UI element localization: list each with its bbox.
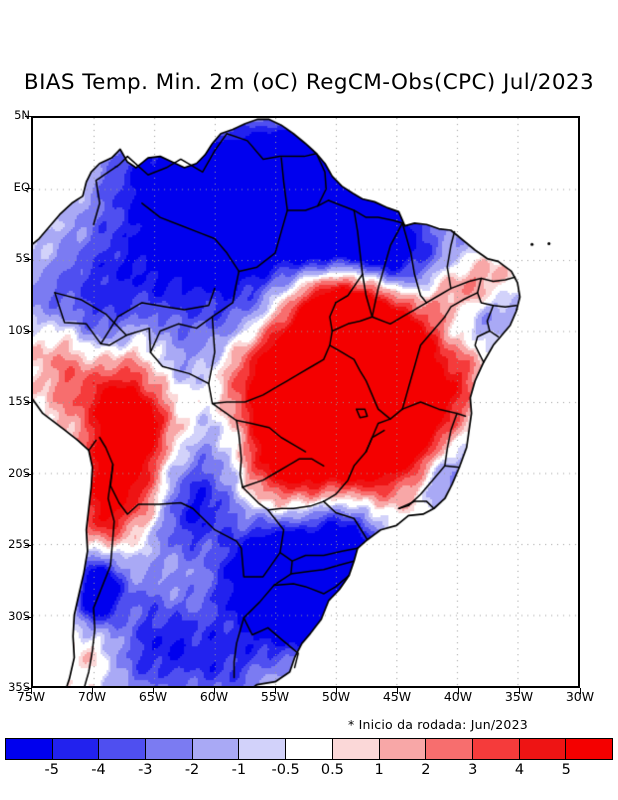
y-tick-mark [25,330,31,332]
colorbar-segment [99,739,147,759]
colorbar-segment [6,739,53,759]
colorbar-tick-label: 0.5 [320,762,344,778]
bias-map-canvas [33,118,578,686]
colorbar-tick-label: 2 [421,762,431,778]
y-tick-mark [25,259,31,260]
colorbar-segment [332,739,380,759]
run-start-note: * Inicio da rodada: Jun/2023 [348,717,528,732]
x-tick-label: 65W [138,689,168,704]
colorbar-tick-label: -0.5 [271,762,300,778]
x-tick-label: 70W [77,689,107,704]
x-tick-label: 75W [16,689,46,704]
x-tick-mark [458,688,459,694]
x-tick-mark [580,688,581,694]
y-tick-mark [25,187,31,189]
colorbar-tick-labels: -5 -4 -3 -2 -1 -0.5 0.5 1 2 3 4 5 [5,761,613,781]
x-tick-label: 45W [382,689,412,704]
y-tick-label: 20S [8,465,30,480]
y-tick-mark [25,688,31,689]
y-tick-mark [25,616,31,618]
colorbar-tick-label: -3 [138,762,153,778]
x-tick-label: 55W [260,689,290,704]
x-tick-mark [397,688,398,694]
y-tick-label: 5N [14,108,30,122]
colorbar-tick-label: 4 [514,762,525,778]
colorbar-tick-label: -5 [44,762,59,778]
colorbar-tick-label: 1 [374,762,384,778]
colorbar-tick-label: -4 [91,762,106,778]
chart-title: BIAS Temp. Min. 2m (oC) RegCM-Obs(CPC) J… [23,70,595,95]
colorbar-segment [566,739,612,759]
colorbar-segment [192,739,240,759]
x-tick-mark [31,688,32,694]
x-tick-mark [92,688,93,694]
colorbar [5,738,613,760]
colorbar-segment [426,739,473,759]
x-tick-label: 60W [199,689,229,704]
x-tick-mark [519,688,520,694]
x-tick-label: 30W [565,689,595,704]
y-tick-mark [25,116,31,117]
colorbar-segment [472,739,520,759]
y-tick-label: 5S [15,251,30,265]
colorbar-tick-label: -2 [184,762,200,778]
x-tick-label: 35W [504,689,534,704]
x-tick-mark [153,688,154,694]
x-tick-label: 40W [443,689,473,704]
colorbar-segment [239,739,287,759]
colorbar-segment [52,739,100,759]
x-tick-mark [336,688,337,694]
x-tick-mark [214,688,215,694]
colorbar-segment [146,739,193,759]
y-tick-label: EQ [13,179,30,194]
y-tick-mark [25,473,31,475]
y-tick-mark [25,545,31,546]
y-tick-label: 10S [8,322,30,337]
colorbar-tick-label: -1 [231,762,247,778]
y-tick-label: 30S [8,608,30,623]
y-tick-label: 25S [8,537,30,551]
y-tick-mark [25,402,31,403]
colorbar-segment [286,739,333,759]
y-tick-label: 15S [8,394,30,408]
map-plot-frame [31,116,580,688]
y-tick-label: 35S [8,680,30,694]
x-tick-mark [275,688,276,694]
colorbar-segment [379,739,427,759]
colorbar-tick-label: 5 [561,762,571,778]
x-tick-label: 50W [321,689,351,704]
colorbar-segment [519,739,567,759]
colorbar-tick-label: 3 [468,762,478,778]
